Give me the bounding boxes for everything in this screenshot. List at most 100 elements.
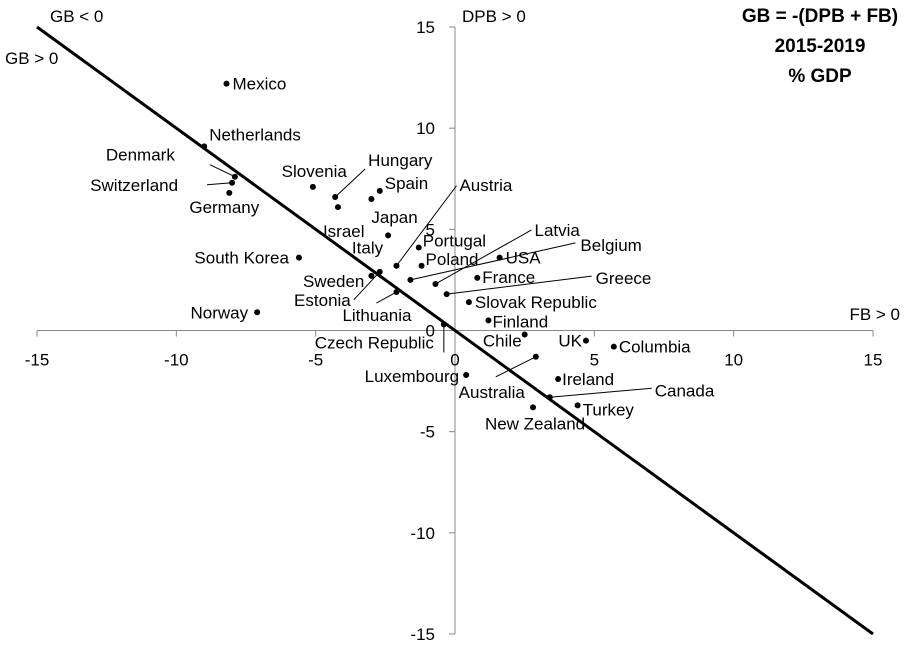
point-label-canada: Canada <box>655 381 715 400</box>
y-tick-label: -10 <box>410 524 435 543</box>
leader-line-latvia <box>435 229 532 285</box>
point-label-hungary: Hungary <box>368 151 433 170</box>
point-label-mexico: Mexico <box>232 75 286 94</box>
leader-line-canada <box>549 387 652 398</box>
x-tick-label: -10 <box>164 351 189 370</box>
y-tick-label: -15 <box>410 625 435 644</box>
point-uk <box>582 337 589 344</box>
point-label-turkey: Turkey <box>583 400 635 419</box>
point-mexico <box>223 80 230 87</box>
y-tick-label: -5 <box>420 423 435 442</box>
point-australia <box>532 353 539 360</box>
point-label-norway: Norway <box>191 303 249 322</box>
point-label-slovenia: Slovenia <box>282 162 348 181</box>
gb-zero-line <box>36 25 874 636</box>
y-tick-label: 5 <box>426 220 435 239</box>
leader-line-estonia <box>353 271 381 301</box>
point-label-israel: Israel <box>323 222 365 241</box>
point-label-columbia: Columbia <box>619 338 691 357</box>
point-label-south-korea: South Korea <box>194 249 289 268</box>
leader-line-belgium <box>410 242 576 281</box>
point-label-switzerland: Switzerland <box>90 176 178 195</box>
chart-title-line-2: 2015-2019 <box>775 36 866 57</box>
point-new-zealand <box>530 404 537 411</box>
point-chile <box>521 331 528 338</box>
point-label-sweden: Sweden <box>303 272 364 291</box>
point-germany <box>226 189 233 196</box>
point-label-estonia: Estonia <box>294 291 351 310</box>
point-label-finland: Finland <box>492 312 548 331</box>
chart-title-line-3: % GDP <box>788 66 852 87</box>
leader-line-lithuania <box>376 291 397 304</box>
point-canada <box>546 394 553 401</box>
point-label-denmark: Denmark <box>106 146 175 165</box>
point-label-new-zealand: New Zealand <box>485 414 585 433</box>
x-tick-label: 15 <box>864 351 883 370</box>
point-label-latvia: Latvia <box>534 221 580 240</box>
point-slovenia <box>309 183 316 190</box>
point-portugal <box>415 244 422 251</box>
point-label-france: France <box>482 268 535 287</box>
point-turkey <box>574 402 581 409</box>
point-label-ireland: Ireland <box>562 370 614 389</box>
point-switzerland <box>229 179 236 186</box>
point-label-lithuania: Lithuania <box>342 306 412 325</box>
point-label-belgium: Belgium <box>580 236 641 255</box>
y-tick-label: 15 <box>416 18 435 37</box>
point-italy <box>385 232 392 239</box>
point-label-uk: UK <box>558 332 582 351</box>
x-tick-label: 5 <box>590 351 599 370</box>
point-norway <box>254 309 261 316</box>
point-label-usa: USA <box>506 249 542 268</box>
point-label-poland: Poland <box>426 250 479 269</box>
point-label-japan: Japan <box>371 208 417 227</box>
point-luxembourg <box>463 372 470 379</box>
point-label-australia: Australia <box>459 383 526 402</box>
leader-line-denmark <box>209 164 236 178</box>
point-label-netherlands: Netherlands <box>209 125 301 144</box>
point-slovak-republic <box>465 299 472 306</box>
point-usa <box>496 254 503 261</box>
point-netherlands <box>201 143 208 150</box>
point-lithuania <box>393 289 400 296</box>
point-spain <box>376 187 383 194</box>
x-tick-label: 10 <box>724 351 743 370</box>
quadrant-label-gb-positive: GB > 0 <box>5 49 58 68</box>
point-japan <box>368 195 375 202</box>
point-columbia <box>610 343 617 350</box>
point-hungary <box>332 193 339 200</box>
point-label-slovak-republic: Slovak Republic <box>475 293 597 312</box>
point-poland <box>418 262 425 269</box>
point-czech-republic <box>440 321 447 328</box>
point-ireland <box>555 376 562 383</box>
point-label-austria: Austria <box>459 176 512 195</box>
point-israel <box>334 204 341 211</box>
y-tick-label: 0 <box>426 322 435 341</box>
leader-line-switzerland <box>207 182 233 186</box>
x-tick-label: -15 <box>25 351 50 370</box>
point-south-korea <box>295 254 302 261</box>
x-tick-label: 0 <box>450 351 459 370</box>
point-label-chile: Chile <box>483 332 522 351</box>
point-greece <box>443 291 450 298</box>
point-label-portugal: Portugal <box>423 232 486 251</box>
point-estonia <box>376 268 383 275</box>
axis-label-dpb-positive: DPB > 0 <box>462 7 526 26</box>
point-denmark <box>231 173 238 180</box>
point-label-spain: Spain <box>385 174 428 193</box>
point-sweden <box>368 272 375 279</box>
axis-label-fb-positive: FB > 0 <box>849 305 900 324</box>
leader-line-hungary <box>334 168 366 198</box>
point-label-germany: Germany <box>189 198 259 217</box>
point-label-luxembourg: Luxembourg <box>365 367 460 386</box>
point-label-greece: Greece <box>596 269 652 288</box>
leader-line-austria <box>396 185 457 267</box>
point-label-czech-republic: Czech Republic <box>315 333 435 352</box>
point-label-italy: Italy <box>352 238 384 257</box>
leader-line-greece <box>446 275 592 295</box>
y-tick-label: 10 <box>416 119 435 138</box>
point-belgium <box>407 276 414 283</box>
quadrant-label-gb-negative: GB < 0 <box>50 7 103 26</box>
point-finland <box>485 317 492 324</box>
